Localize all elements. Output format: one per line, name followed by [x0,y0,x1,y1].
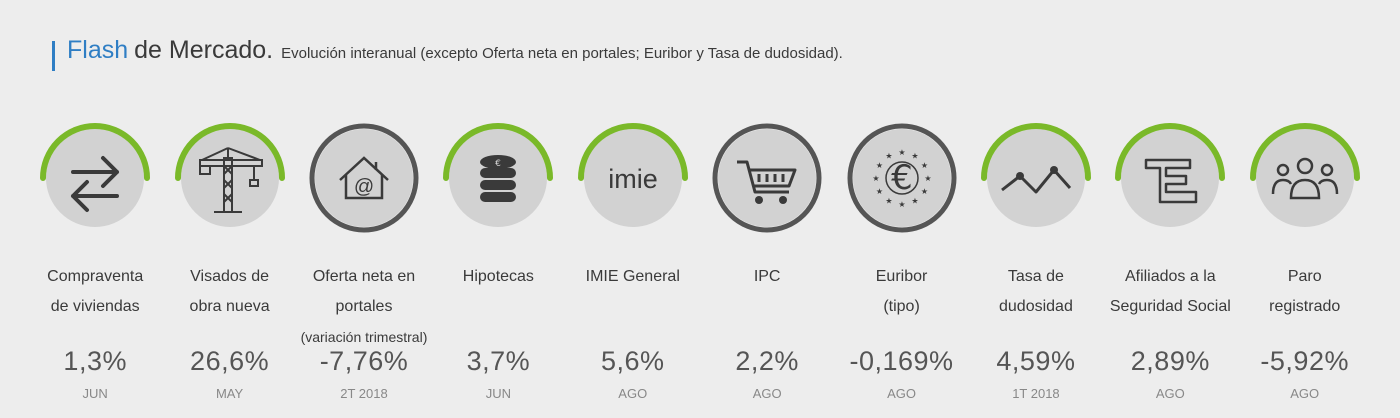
house-at-icon: @ [304,118,424,238]
indicator-label-line2: Seguridad Social [1109,298,1231,315]
indicator-label: Hipotecas [421,262,575,292]
svg-text:★: ★ [898,200,905,209]
indicator-label-line1: Paro [1287,268,1322,285]
indicator-card: Afiliados a la Seguridad Social 2,89% AGO [1103,118,1237,418]
indicator-label: Euribor (tipo) [824,262,978,322]
indicator-label-line2: (tipo) [883,298,920,315]
indicator-card: Paro registrado -5,92% AGO [1238,118,1372,418]
indicator-card: Compraventa de viviendas 1,3% JUN [28,118,162,418]
people-group-icon [1245,118,1365,238]
indicator-label-line1: Oferta neta en portales [312,268,416,315]
indicator-value: 4,59% [996,346,1076,376]
social-security-icon [1110,118,1230,238]
crane-icon [170,118,290,238]
svg-text:★: ★ [924,174,931,183]
header: Flash de Mercado. Evolución interanual (… [52,36,843,76]
indicator-card: imie IMIE General 5,6% AGO [566,118,700,418]
indicator-period: JUN [82,386,108,401]
indicator-label-line1: Euribor [875,268,928,285]
indicator-label: Compraventa de viviendas [18,262,172,322]
svg-text:★: ★ [875,187,882,196]
indicator-value: -7,76% [319,346,409,376]
indicator-card: Visados de obra nueva 26,6% MAY [162,118,296,418]
svg-text:€: € [891,158,913,198]
imie-logo-text: imie [608,164,658,194]
svg-text:★: ★ [920,161,927,170]
title-accent-bar [52,41,55,71]
indicator-value: 5,6% [600,346,665,376]
indicator-value: 2,89% [1130,346,1210,376]
svg-text:★: ★ [875,161,882,170]
indicator-label: Oferta neta en portales (variación trimes… [287,262,441,352]
euro-stars-icon: ★ ★ ★ ★ ★ ★ ★ ★ ★ ★ ★ ★ € [842,118,962,238]
swap-arrows-icon [35,118,155,238]
svg-text:★: ★ [885,152,892,161]
title-accent: Flash [67,36,129,64]
indicator-card: IPC 2,2% AGO [700,118,834,418]
indicator-value: 2,2% [735,346,799,376]
indicator-label-line2: de viviendas [50,298,140,315]
indicator-label-line1: Compraventa [47,268,144,285]
indicator-card: ★ ★ ★ ★ ★ ★ ★ ★ ★ ★ ★ ★ € Euribor (tipo) -0,169% AGO [834,118,968,418]
indicator-label: Visados de obra nueva [152,262,306,322]
indicator-card: € Hipotecas 3,7% JUN [431,118,565,418]
indicator-label: IPC [690,262,844,292]
indicator-period: AGO [752,386,782,401]
indicator-value: -5,92% [1260,346,1349,376]
indicator-period: AGO [887,386,916,401]
indicator-value: -0,169% [849,346,954,376]
indicator-label-line1: IPC [753,268,781,285]
coins-stack-icon: € [438,118,558,238]
indicator-label-line1: IMIE General [585,268,680,285]
indicator-label: IMIE General [556,262,710,292]
indicator-card: @ Oferta neta en portales (variación trim… [297,118,431,418]
indicator-label-line1: Afiliados a la [1124,268,1216,285]
indicator-period: JUN [485,386,511,401]
indicator-period: AGO [1290,386,1320,401]
svg-text:★: ★ [911,152,918,161]
indicator-value: 3,7% [466,346,531,376]
svg-text:★: ★ [872,174,879,183]
svg-text:★: ★ [911,197,918,206]
imie-logo-icon: imie [573,118,693,238]
indicator-value: 26,6% [190,346,270,376]
indicator-card: Tasa de dudosidad 4,59% 1T 2018 [969,118,1103,418]
trend-line-icon [976,118,1096,238]
indicator-label-line1: Tasa de [1007,268,1064,285]
indicator-label-line2: (variación trimestral) [300,329,428,345]
indicator-period: 1T 2018 [1012,386,1060,401]
indicator-period: AGO [618,386,648,401]
indicator-label-line1: Hipotecas [462,268,534,285]
page-title: de Mercado. [134,36,274,64]
svg-text:★: ★ [920,187,927,196]
indicator-label-line2: dudosidad [999,298,1073,315]
indicator-period: AGO [1155,386,1185,401]
svg-text:★: ★ [885,197,892,206]
indicator-period: 2T 2018 [340,386,388,401]
indicator-period: MAY [215,386,244,401]
svg-text:€: € [495,159,501,169]
indicator-value: 1,3% [63,346,127,376]
indicator-label: Tasa de dudosidad [959,262,1113,322]
indicator-label: Afiliados a la Seguridad Social [1093,262,1247,322]
svg-text:@: @ [354,176,374,198]
indicator-label: Paro registrado [1228,262,1382,322]
indicator-label-line1: Visados de [190,268,270,285]
shopping-cart-icon [707,118,827,238]
page-subtitle: Evolución interanual (excepto Oferta net… [281,45,843,62]
indicator-label-line2: registrado [1269,298,1341,315]
svg-text:★: ★ [898,148,905,157]
indicators-row: Compraventa de viviendas 1,3% JUN Visados… [28,118,1372,418]
indicator-label-line2: obra nueva [189,298,270,315]
